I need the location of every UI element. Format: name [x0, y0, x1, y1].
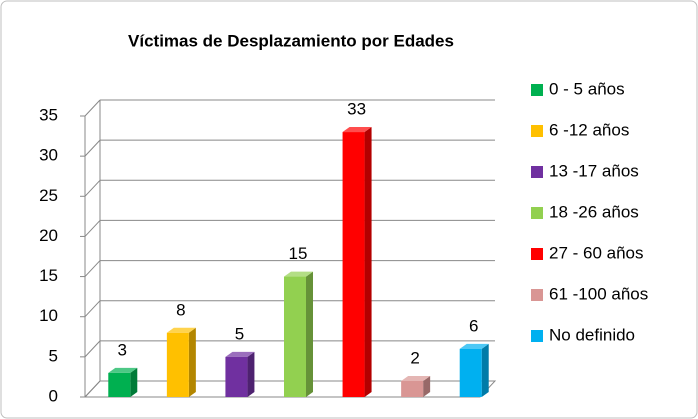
bar-top [284, 271, 313, 277]
bar [225, 356, 248, 397]
chart-title: Víctimas de Desplazamiento por Edades [128, 31, 454, 50]
grid-line-side [84, 220, 101, 237]
legend-label: 0 - 5 años [549, 79, 625, 98]
legend-swatch [531, 289, 543, 301]
bar-top [225, 351, 255, 357]
legend-label: 18 -26 años [549, 202, 639, 221]
legend-label: 27 - 60 años [549, 243, 644, 262]
value-label: 33 [347, 100, 366, 119]
y-tick-label: 20 [39, 226, 58, 245]
bar-top [342, 127, 372, 133]
bar [459, 348, 482, 397]
value-label: 6 [469, 316, 478, 335]
value-label: 2 [410, 348, 419, 367]
y-tick-label: 35 [39, 105, 58, 124]
bar-side [188, 327, 196, 397]
grid-line-side [84, 179, 101, 197]
bar [166, 332, 189, 397]
bar-side [481, 343, 489, 397]
y-tick-label: 15 [39, 266, 58, 285]
grid-line-side [84, 260, 101, 277]
grid-line-side [84, 99, 101, 117]
legend-swatch [531, 166, 543, 178]
value-label: 8 [176, 300, 185, 319]
legend-swatch [531, 248, 543, 260]
value-label: 5 [235, 324, 244, 343]
bar-top [166, 327, 196, 333]
bar-side [130, 367, 138, 397]
y-tick-label: 10 [39, 306, 58, 325]
value-label: 15 [289, 244, 308, 263]
y-tick-label: 5 [49, 346, 58, 365]
grid-line-side [84, 139, 101, 157]
y-tick-label: 30 [39, 146, 58, 165]
legend-label: 61 -100 años [549, 284, 648, 303]
legend-swatch [531, 125, 543, 137]
bar-side [364, 127, 372, 398]
legend-swatch [531, 330, 543, 342]
bar [342, 132, 365, 398]
bar-side [306, 271, 313, 397]
bar-side [247, 351, 255, 397]
bar-top [459, 343, 489, 349]
legend-swatch [531, 207, 543, 219]
legend-swatch [531, 84, 543, 96]
bar-top [401, 375, 431, 381]
bar [284, 276, 306, 397]
value-label: 3 [118, 340, 127, 359]
grid-line-side [84, 340, 101, 358]
grid-line-side [84, 380, 101, 398]
bar-side [423, 375, 431, 397]
y-tick-label: 0 [49, 386, 58, 405]
legend-label: 6 -12 años [549, 120, 629, 139]
legend-label: 13 -17 años [549, 161, 639, 180]
bar [401, 380, 424, 397]
bar-top [108, 367, 138, 373]
legend-label: No definido [549, 325, 635, 344]
grid-line-side [84, 300, 101, 318]
y-tick-label: 25 [39, 186, 58, 205]
bar [108, 372, 131, 397]
